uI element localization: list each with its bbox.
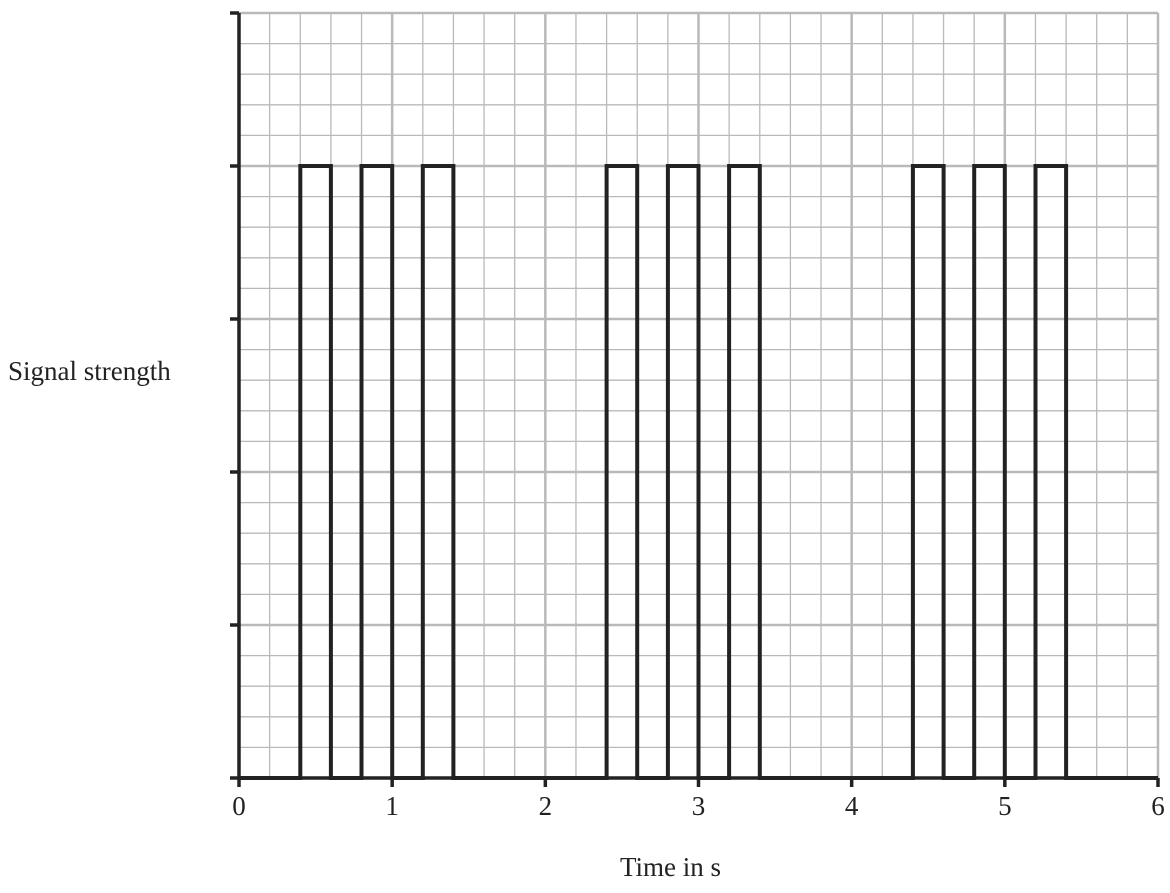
series-group xyxy=(239,164,1158,780)
y-axis-label: Signal strength xyxy=(8,356,171,386)
x-axis-label: Time in s xyxy=(620,852,722,882)
x-tick-label: 1 xyxy=(385,791,399,821)
axis-ticks xyxy=(230,11,1160,787)
x-tick-labels: 0 1 2 3 4 5 6 xyxy=(232,791,1165,821)
x-tick-label: 5 xyxy=(998,791,1012,821)
signal-line xyxy=(239,164,1158,780)
x-tick-label: 3 xyxy=(692,791,706,821)
x-tick-label: 4 xyxy=(845,791,859,821)
x-tick-label: 6 xyxy=(1151,791,1165,821)
x-tick-label: 0 xyxy=(232,791,246,821)
x-tick-label: 2 xyxy=(539,791,553,821)
